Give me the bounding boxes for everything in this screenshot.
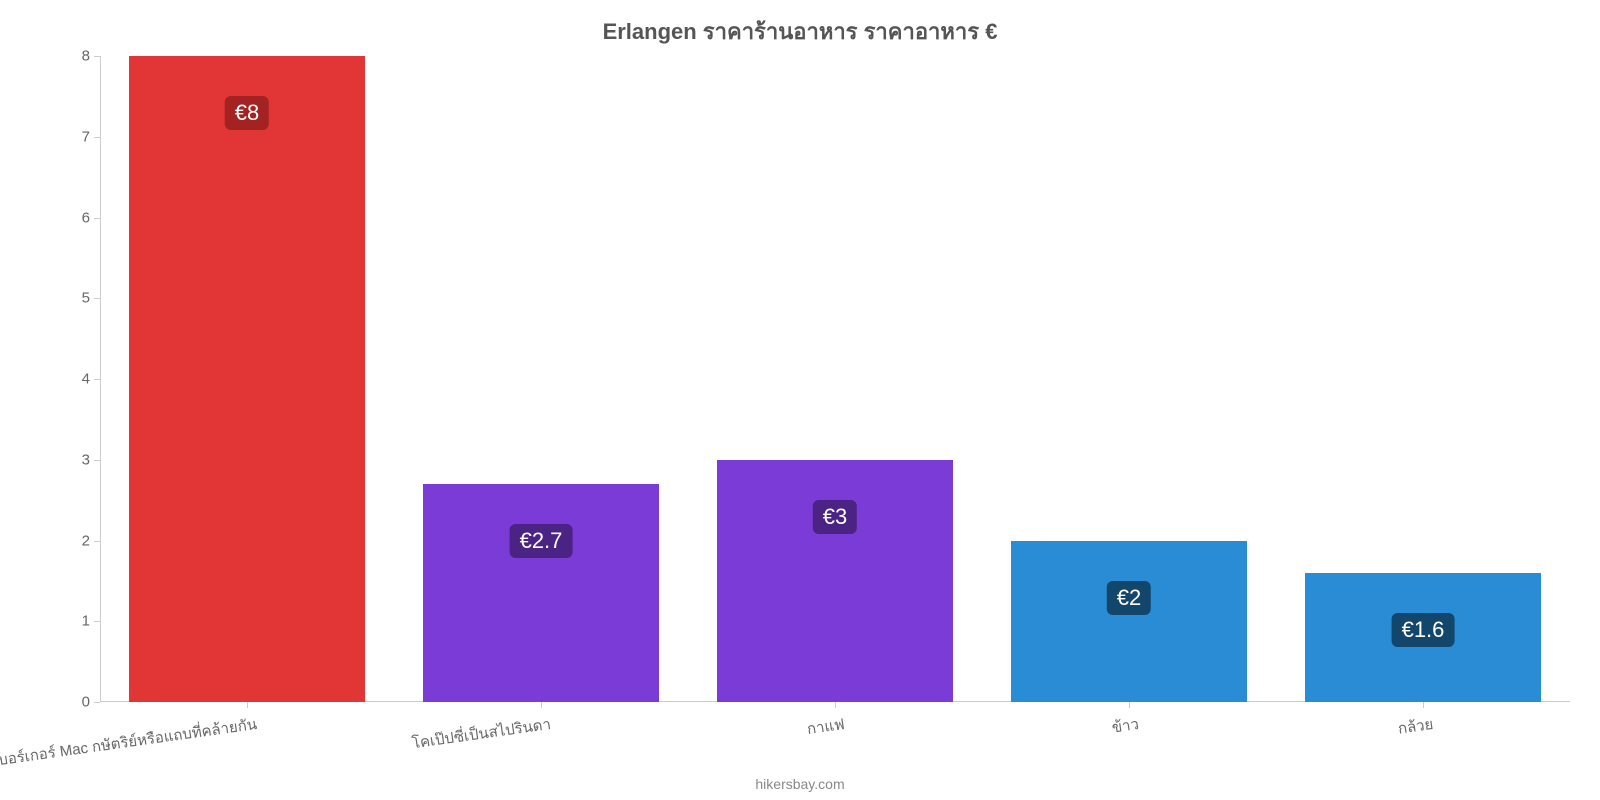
- y-tick: [94, 460, 100, 461]
- x-tick-label: เบอร์เกอร์ Mac กษัตริย์หรือแถบที่คล้ายกั…: [0, 712, 258, 773]
- y-tick-label: 6: [60, 209, 90, 226]
- value-badge: €2.7: [510, 524, 573, 558]
- x-tick-label: โคเป๊ปซี่เป็นสไปรินดา: [410, 712, 552, 755]
- y-tick: [94, 298, 100, 299]
- y-tick-label: 0: [60, 694, 90, 711]
- y-tick: [94, 621, 100, 622]
- y-tick-label: 5: [60, 290, 90, 307]
- y-tick: [94, 702, 100, 703]
- bar: [717, 460, 952, 702]
- y-tick: [94, 379, 100, 380]
- bar: [129, 56, 364, 702]
- plot-area: 012345678เบอร์เกอร์ Mac กษัตริย์หรือแถบท…: [100, 56, 1570, 702]
- credit-text: hikersbay.com: [0, 776, 1600, 792]
- x-tick-label: กล้วย: [1396, 712, 1434, 741]
- y-tick: [94, 218, 100, 219]
- x-tick: [541, 702, 542, 708]
- bar: [423, 484, 658, 702]
- price-bar-chart: Erlangen ราคาร้านอาหาร ราคาอาหาร € 01234…: [0, 0, 1600, 800]
- value-badge: €1.6: [1392, 613, 1455, 647]
- value-badge: €2: [1107, 581, 1151, 615]
- y-tick-label: 1: [60, 613, 90, 630]
- y-axis: [100, 56, 101, 702]
- bar: [1011, 541, 1246, 703]
- y-tick-label: 2: [60, 532, 90, 549]
- x-tick: [835, 702, 836, 708]
- chart-title: Erlangen ราคาร้านอาหาร ราคาอาหาร €: [0, 14, 1600, 49]
- y-tick-label: 7: [60, 128, 90, 145]
- x-tick: [1129, 702, 1130, 708]
- y-tick: [94, 541, 100, 542]
- x-tick: [247, 702, 248, 708]
- x-tick: [1423, 702, 1424, 708]
- x-tick-label: ข้าว: [1110, 712, 1140, 740]
- y-tick: [94, 56, 100, 57]
- value-badge: €8: [225, 96, 269, 130]
- x-tick-label: กาแฟ: [806, 712, 847, 741]
- y-tick-label: 3: [60, 451, 90, 468]
- value-badge: €3: [813, 500, 857, 534]
- y-tick-label: 8: [60, 48, 90, 65]
- y-tick: [94, 137, 100, 138]
- y-tick-label: 4: [60, 371, 90, 388]
